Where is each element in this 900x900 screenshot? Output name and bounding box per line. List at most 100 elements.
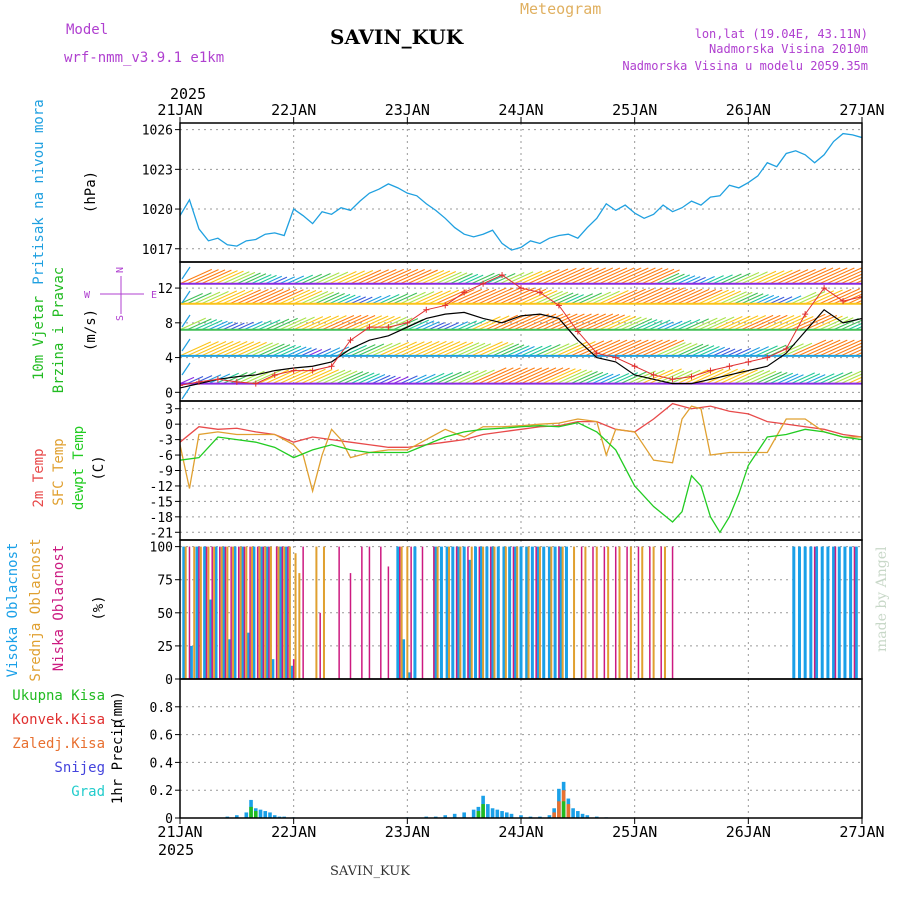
wind-barb (577, 371, 604, 385)
cloud-niska-bar (292, 659, 295, 679)
wind-barb (570, 293, 593, 305)
model-value: wrf-nmm_v3.9.1 e1km (64, 50, 224, 66)
wind-barb (804, 339, 841, 357)
cloud-visoka-bar (434, 546, 438, 679)
wind-barb (279, 289, 311, 305)
wind-barb (790, 339, 827, 357)
wind-barb (414, 373, 436, 385)
wind-barb (804, 374, 826, 385)
wind-barb (627, 370, 656, 385)
wind-barb (783, 295, 802, 305)
wind-barb (186, 375, 204, 385)
wind-barb (321, 370, 352, 385)
wind-barb (606, 339, 642, 357)
wind-barb (840, 319, 862, 331)
x-tick-label-top: 24JAN (498, 101, 543, 119)
wind-barb (186, 341, 219, 357)
cloud-niska-bar (243, 546, 246, 679)
wind-barb (733, 272, 760, 285)
wind-barb (563, 341, 596, 357)
wind-barb (378, 268, 412, 285)
wind-barb (691, 317, 718, 331)
cloud-axis-title3: Niska Oblacnost (51, 545, 67, 671)
wind-barb (584, 291, 611, 305)
wind-barb (769, 269, 801, 285)
wind-barb (691, 345, 715, 357)
wind-barb (790, 267, 827, 285)
cloud-visoka-bar (809, 546, 813, 679)
cloud-visoka-bar (553, 546, 557, 679)
y-tick-label: 100 (150, 541, 173, 556)
cloud-visoka-bar (843, 546, 847, 679)
precip-bar (486, 804, 490, 818)
wind-barb (726, 272, 751, 285)
wind-barb (705, 346, 725, 357)
wind-barb (279, 368, 312, 385)
wind-barb (364, 295, 382, 305)
wind-barb (265, 318, 290, 331)
wind-barb (180, 293, 203, 305)
wind-barb (243, 370, 273, 385)
cloud-srednja-bar (595, 546, 598, 679)
wind-barb (229, 271, 256, 285)
cloud-visoka-bar (278, 546, 282, 679)
cloud-niska-bar (224, 546, 227, 679)
cloud-niska-bar (671, 546, 674, 679)
wind-barb (513, 270, 543, 285)
cloud-srednja-bar (226, 546, 229, 679)
wind-barb (634, 319, 658, 331)
wind-barb (577, 292, 602, 305)
wind-barb (350, 344, 376, 357)
wind-barb (243, 342, 273, 357)
pressure-axis-title: Pritisak na nivou mora (31, 99, 47, 284)
compass-n: N (115, 267, 126, 273)
wind-barb (357, 296, 373, 305)
elevation-text: Nadmorska Visina 2010m (709, 42, 868, 56)
wind-barb (542, 313, 578, 331)
wind-barb (534, 344, 561, 357)
wind-barb (591, 267, 628, 285)
wind-barb (193, 291, 221, 305)
wind-barb (549, 267, 585, 285)
x-tick-label-top: 22JAN (271, 101, 316, 119)
cloud-niska-bar (535, 546, 537, 679)
wind-barb (336, 314, 369, 331)
wind-barb (527, 269, 560, 285)
wind-barb (343, 344, 367, 357)
wind-barb (513, 313, 550, 331)
wind-barb (719, 315, 751, 331)
cloud-srednja-bar (193, 546, 196, 679)
wind-barb (762, 315, 795, 331)
precip-bar (471, 809, 476, 818)
wind-barb (286, 368, 319, 385)
x-tick-label-bottom: 24JAN (498, 823, 543, 841)
wind-barb (250, 342, 279, 357)
wind-barb (506, 271, 534, 285)
wind-barb (400, 375, 418, 385)
precip-legend-item: Ukupna Kisa (12, 688, 105, 704)
wind-barb (627, 318, 653, 331)
wind-barb (790, 313, 826, 331)
precip-bar (561, 801, 566, 818)
wind-barb (385, 293, 409, 305)
wind-barb (598, 373, 621, 385)
wind-barb (385, 317, 413, 331)
wind-barb (307, 369, 339, 385)
wind-barb (733, 347, 751, 357)
wind-barb (414, 340, 447, 357)
wind-barb (598, 315, 631, 331)
footer-station: SAVIN_KUK (330, 864, 410, 879)
wind-barb (492, 273, 516, 285)
wind-barb (463, 288, 497, 305)
cloud-niska-bar (368, 546, 371, 679)
wind-barb (385, 376, 401, 385)
wind-barb (222, 289, 254, 305)
wind-barb (854, 279, 862, 285)
cloud-niska-bar (637, 546, 640, 679)
wind-barb (634, 369, 665, 385)
wind-barb (563, 267, 599, 285)
wind-barb (570, 371, 598, 385)
wind-barb (272, 289, 304, 305)
wind-barb (570, 267, 606, 285)
wind-barb (328, 346, 350, 357)
